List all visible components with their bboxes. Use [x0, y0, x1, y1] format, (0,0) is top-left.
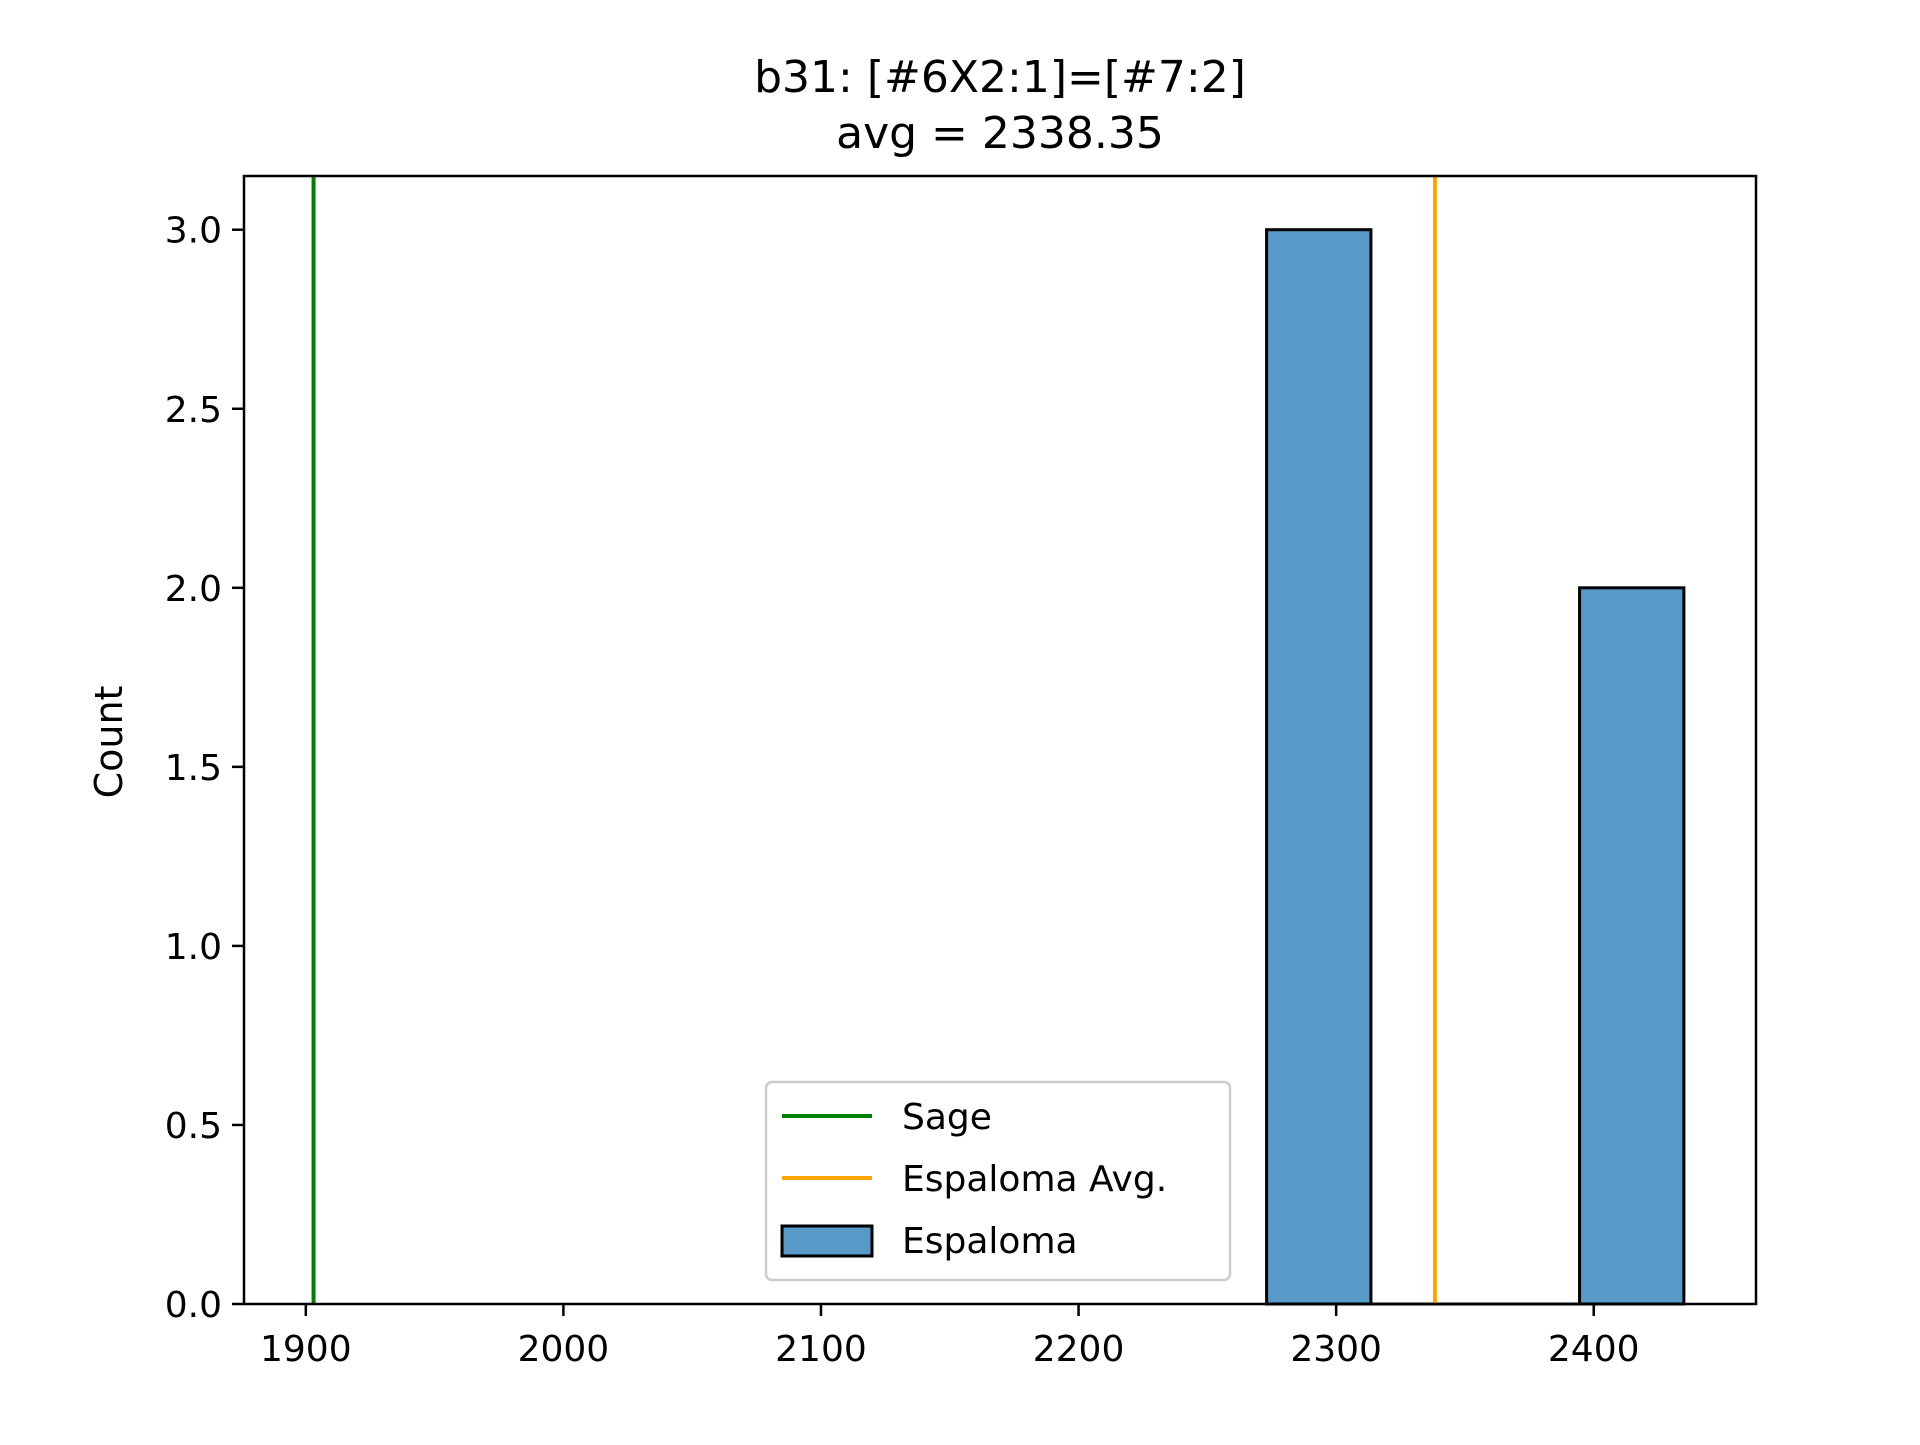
x-tick-label: 2400: [1548, 1329, 1640, 1370]
histogram-bar: [1265, 228, 1373, 1306]
x-tick-label: 1900: [260, 1329, 352, 1370]
x-tick-label: 2000: [518, 1329, 610, 1370]
legend-label-espaloma-avg: Espaloma Avg.: [902, 1159, 1167, 1200]
legend-label-sage: Sage: [902, 1097, 992, 1138]
y-tick-label: 2.5: [165, 390, 222, 431]
y-tick-label: 2.0: [165, 569, 222, 610]
y-tick-label: 0.5: [165, 1106, 222, 1147]
x-tick-label: 2200: [1033, 1329, 1125, 1370]
espaloma-legend-swatch: [780, 1224, 874, 1258]
y-tick-label: 0.0: [165, 1285, 222, 1326]
y-tick-label: 1.0: [165, 927, 222, 968]
x-tick-label: 2300: [1290, 1329, 1382, 1370]
chart-title: b31: [#6X2:1]=[#7:2]: [754, 52, 1246, 103]
legend-box: [764, 1080, 1232, 1282]
y-tick-label: 3.0: [165, 211, 222, 252]
chart-subtitle: avg = 2338.35: [836, 108, 1164, 159]
y-tick-label: 1.5: [165, 748, 222, 789]
histogram-bar: [1578, 586, 1686, 1306]
plot-area: 1900 2000 2100 2200 2300 2400 0.0 0.5 1.0 1.5 2.0 2…: [165, 174, 1758, 1370]
axes-frame: [242, 174, 1758, 1306]
legend-label-espaloma: Espaloma: [902, 1221, 1078, 1262]
y-axis-label: Count: [87, 686, 131, 799]
x-tick-label: 2100: [775, 1329, 867, 1370]
